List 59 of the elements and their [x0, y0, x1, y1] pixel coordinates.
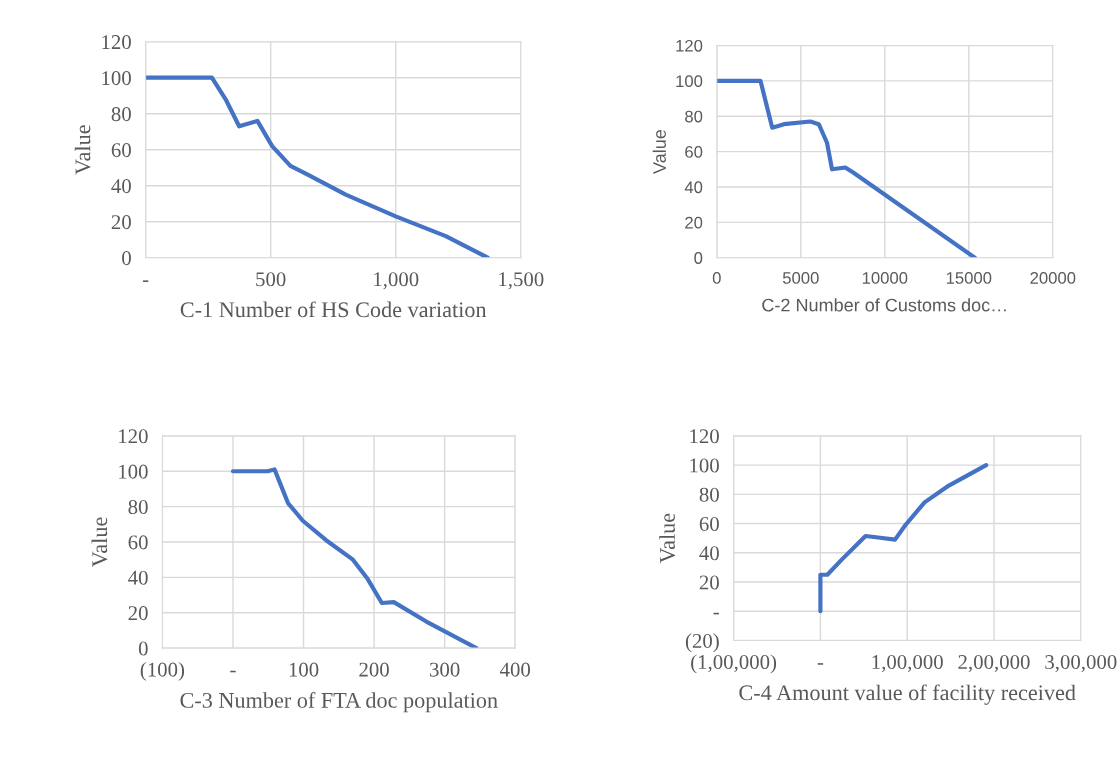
y-tick-label: 80: [111, 107, 131, 122]
x-tick-label: 200: [359, 662, 389, 677]
x-tick-label: -: [230, 670, 236, 673]
y-tick-label: 80: [685, 110, 703, 123]
x-axis-title: C-1 Number of HS Code variation: [180, 301, 487, 318]
y-axis-title: Value: [659, 513, 676, 564]
y-tick-label: 0: [138, 641, 148, 656]
x-tick-label: 300: [430, 662, 460, 677]
y-tick-label: 60: [699, 516, 719, 531]
y-tick-label: 120: [119, 429, 148, 444]
y-axis-title: Value: [74, 125, 91, 175]
x-tick-label: 10000: [862, 272, 908, 284]
line-series: [145, 75, 490, 258]
y-tick-label: 60: [685, 146, 703, 158]
y-tick-label: (20): [685, 633, 719, 653]
y-tick-label: 100: [102, 71, 131, 86]
y-tick-label: 40: [128, 570, 148, 585]
y-tick-label: 20: [685, 216, 703, 229]
line-series: [818, 463, 989, 614]
line-series: [230, 467, 479, 649]
y-tick-label: 20: [128, 606, 148, 621]
y-tick-label: 100: [676, 75, 703, 88]
y-tick-label: 0: [694, 252, 703, 264]
y-tick-label: 80: [128, 499, 148, 515]
y-axis-title: Value: [652, 129, 666, 174]
y-tick-label: 120: [102, 35, 131, 50]
y-tick-label: 40: [684, 181, 703, 194]
x-tick-label: 3,00,000: [1045, 655, 1117, 673]
y-tick-label: 20: [111, 215, 131, 230]
y-axis-title: Value: [91, 517, 108, 568]
x-tick-label: 500: [256, 272, 286, 287]
x-tick-label: (100): [140, 661, 185, 681]
x-tick-label: 1,00,000: [872, 655, 943, 673]
y-tick-label: 100: [690, 458, 719, 473]
x-tick-label: 1,500: [499, 272, 544, 290]
y-tick-label: 40: [111, 179, 131, 194]
x-tick-label: (1,00,000): [691, 654, 777, 674]
x-tick-label: 400: [499, 662, 531, 677]
y-tick-label: 40: [699, 546, 719, 561]
x-tick-label: 15000: [946, 272, 992, 284]
y-tick-label: 120: [690, 429, 719, 444]
y-tick-label: 60: [111, 143, 131, 158]
x-axis-title: C-4 Amount value of facility received: [739, 684, 1076, 705]
x-tick-label: 2,00,000: [958, 655, 1030, 673]
y-tick-label: 20: [699, 575, 719, 590]
y-tick-label: 100: [119, 464, 148, 479]
y-tick-label: 60: [128, 535, 148, 550]
x-tick-label: 5000: [782, 272, 819, 284]
x-axis-title: C-3 Number of FTA doc population: [180, 691, 498, 713]
x-tick-label: 100: [289, 662, 319, 677]
x-axis-title: C-2 Number of Customs doc…: [762, 298, 1006, 312]
x-tick-label: 20000: [1030, 272, 1076, 284]
y-tick-label: 0: [122, 251, 131, 266]
line-series: [716, 78, 977, 258]
y-tick-label: -: [713, 612, 719, 615]
y-tick-label: 80: [699, 487, 719, 502]
y-tick-label: 120: [676, 39, 703, 52]
x-tick-label: -: [817, 663, 824, 665]
x-tick-label: 1,000: [374, 272, 419, 290]
